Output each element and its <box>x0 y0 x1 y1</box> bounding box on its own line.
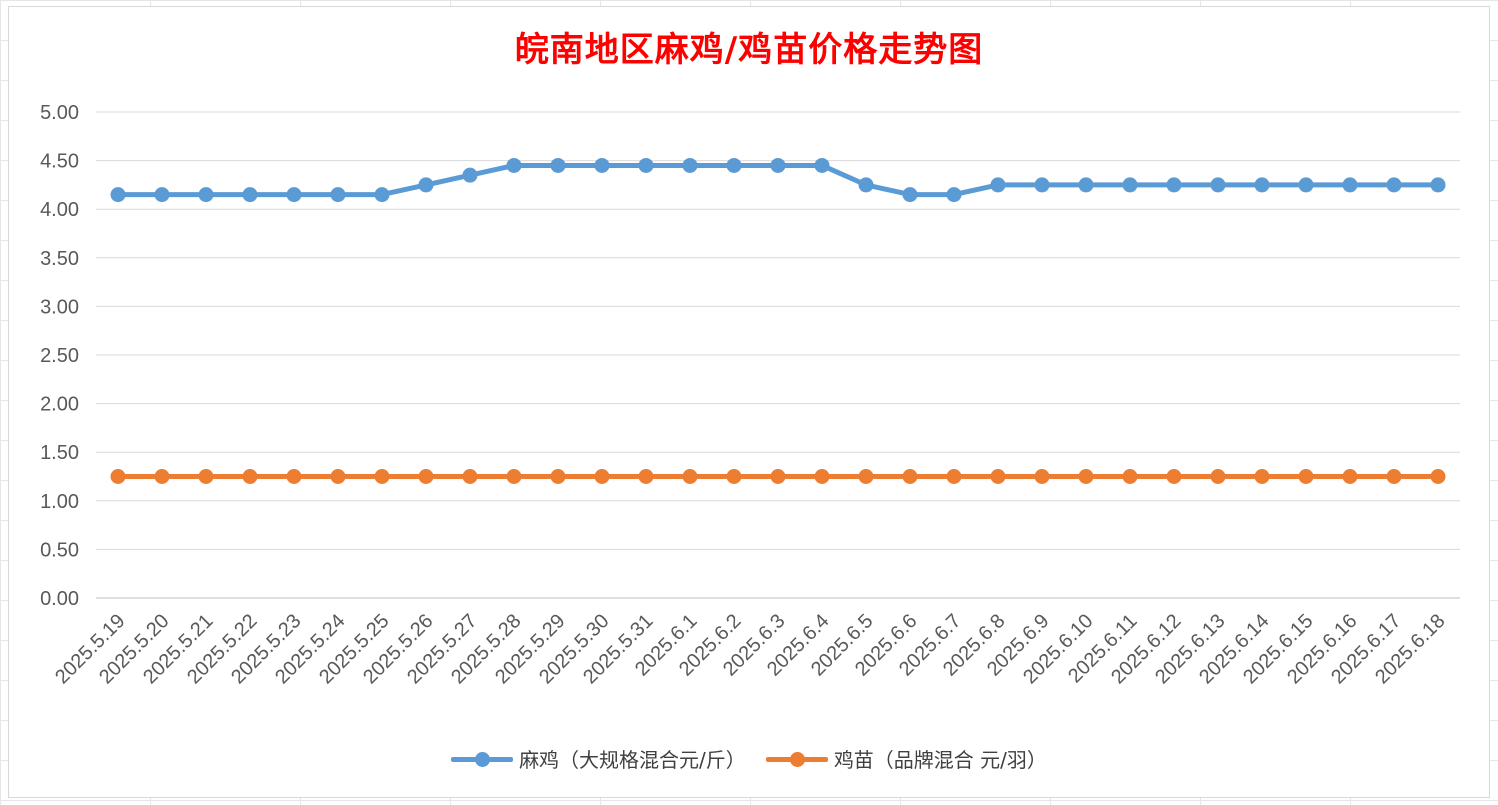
series-2-point <box>770 469 786 484</box>
legend[interactable]: 麻鸡（大规格混合元/斤） 鸡苗（品牌混合 元/羽） <box>0 744 1498 773</box>
series-1-point <box>110 187 126 203</box>
series-1-point <box>1298 177 1314 193</box>
y-tick-label: 3.50 <box>40 248 79 270</box>
series-2-point <box>198 469 214 484</box>
legend-item-series-1[interactable]: 麻鸡（大规格混合元/斤） <box>451 744 746 773</box>
series-1-point <box>1034 177 1050 193</box>
series-1-point <box>330 187 346 203</box>
series-2-point <box>506 469 522 484</box>
series-2-point <box>1430 469 1446 484</box>
chart-area[interactable] <box>8 6 1490 798</box>
series-2-point <box>1342 469 1358 484</box>
series-1-point <box>1254 177 1270 193</box>
series-1-point <box>1210 177 1226 193</box>
y-tick-label: 4.00 <box>40 199 79 221</box>
series-1-point <box>154 187 170 203</box>
series-2-point <box>858 469 874 484</box>
series-2-point <box>242 469 258 484</box>
series-2-point <box>462 469 478 484</box>
series-2-point <box>594 469 610 484</box>
series-2-point <box>110 469 126 484</box>
series-1-point <box>242 187 258 203</box>
series-2-point <box>1386 469 1402 484</box>
series-1-point <box>1166 177 1182 193</box>
series-2-point <box>374 469 390 484</box>
legend-marker-series-1 <box>451 746 514 772</box>
series-2-point <box>814 469 830 484</box>
series-1-point <box>462 167 478 183</box>
series-1-point <box>198 187 214 203</box>
series-1-point <box>550 157 566 173</box>
y-tick-label: 2.00 <box>40 394 79 416</box>
series-1-point <box>594 157 610 173</box>
series-2-point <box>1122 469 1138 484</box>
series-1-point <box>902 187 918 203</box>
series-1-point <box>770 157 786 173</box>
series-2-point <box>286 469 302 484</box>
series-2-point <box>154 469 170 484</box>
series-2-point <box>946 469 962 484</box>
legend-marker-series-2 <box>765 746 828 772</box>
series-2-point <box>726 469 742 484</box>
series-2-point <box>1254 469 1270 484</box>
y-tick-label: 0.00 <box>40 588 79 610</box>
y-tick-label: 4.50 <box>40 151 79 173</box>
series-2-point <box>990 469 1006 484</box>
y-tick-label: 1.50 <box>40 442 79 464</box>
series-1-point <box>726 157 742 173</box>
series-1-point <box>1078 177 1094 193</box>
series-1-point <box>1430 177 1446 193</box>
series-1-point <box>990 177 1006 193</box>
series-1-point <box>814 157 830 173</box>
series-1-point <box>374 187 390 203</box>
series-1-point <box>946 187 962 203</box>
series-1-point <box>418 177 434 193</box>
legend-label-series-1: 麻鸡（大规格混合元/斤） <box>519 748 746 772</box>
series-1-point <box>506 157 522 173</box>
series-2-point <box>1298 469 1314 484</box>
series-1-point <box>1386 177 1402 193</box>
series-2-point <box>1078 469 1094 484</box>
series-1-point <box>1122 177 1138 193</box>
series-1-point <box>858 177 874 193</box>
y-tick-label: 5.00 <box>40 102 79 124</box>
series-2-point <box>682 469 698 484</box>
legend-label-series-2: 鸡苗（品牌混合 元/羽） <box>833 748 1047 772</box>
series-1-point <box>638 157 654 173</box>
y-tick-label: 3.00 <box>40 296 79 318</box>
legend-item-series-2[interactable]: 鸡苗（品牌混合 元/羽） <box>765 744 1047 773</box>
series-2-point <box>550 469 566 484</box>
series-1-point <box>1342 177 1358 193</box>
series-2-point <box>638 469 654 484</box>
chart-title: 皖南地区麻鸡/鸡苗价格走势图 <box>514 30 984 70</box>
series-2-point <box>1210 469 1226 484</box>
y-tick-label: 0.50 <box>40 539 79 561</box>
series-1-point <box>286 187 302 203</box>
y-tick-label: 1.00 <box>40 491 79 513</box>
series-1-point <box>682 157 698 173</box>
y-tick-label: 2.50 <box>40 345 79 367</box>
series-2-point <box>418 469 434 484</box>
series-2-point <box>1034 469 1050 484</box>
series-2-point <box>330 469 346 484</box>
series-2-point <box>1166 469 1182 484</box>
series-2-point <box>902 469 918 484</box>
